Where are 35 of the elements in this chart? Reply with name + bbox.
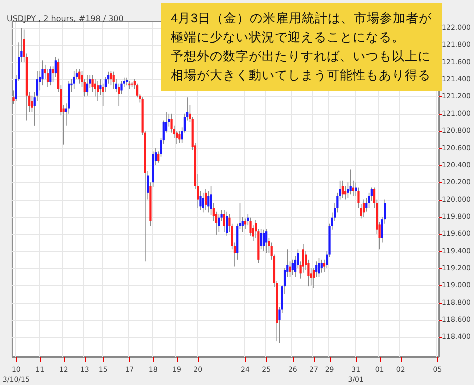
candlestick	[362, 199, 366, 218]
candlestick	[342, 180, 344, 198]
candlestick	[52, 66, 54, 83]
candlestick	[360, 204, 362, 220]
chart-title: USDJPY , 2 hours, #198 / 300	[7, 14, 124, 24]
candlestick	[266, 228, 268, 254]
candlestick	[86, 74, 89, 96]
candlestick	[112, 71, 115, 90]
candlestick	[262, 229, 265, 252]
candlestick	[202, 192, 204, 214]
annotation: 極端に少ない状況で迎えることになる。	[171, 30, 406, 44]
candlestick	[50, 66, 52, 86]
candlestick	[318, 258, 320, 278]
annotation: 予想外の数字が出たりすれば、いつも以上に	[171, 48, 432, 64]
candlestick	[289, 261, 292, 278]
candlestick	[73, 70, 76, 90]
candlestick	[218, 214, 220, 233]
candlestick	[320, 260, 323, 274]
candlestick	[46, 68, 50, 88]
candlestick	[223, 210, 226, 233]
candlestick	[78, 68, 81, 84]
annotation: 4月3日（金）の米雇用統計は、市場参加者が	[171, 10, 433, 26]
candlestick	[292, 260, 294, 276]
candlestick	[97, 80, 100, 102]
candlestick	[92, 74, 94, 93]
candlestick	[208, 190, 210, 214]
candlestick	[260, 228, 262, 250]
candlestick	[350, 169, 352, 196]
candlestick	[178, 130, 181, 144]
candlestick	[204, 189, 208, 211]
annotation: 相場が大きく動いてしまう可能性もあり得る	[171, 68, 432, 82]
candlestick	[110, 70, 112, 86]
candlestick	[226, 211, 228, 236]
candlestick	[94, 79, 96, 98]
candlestick	[118, 83, 120, 107]
